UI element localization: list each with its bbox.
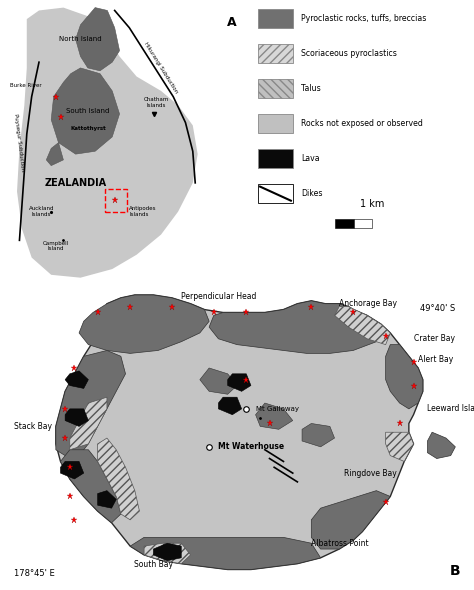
Polygon shape: [428, 432, 456, 458]
Polygon shape: [335, 307, 390, 345]
Text: 178°45' E: 178°45' E: [14, 569, 55, 578]
Text: South Bay: South Bay: [134, 560, 173, 569]
Text: Albatross Point: Albatross Point: [311, 539, 369, 548]
Polygon shape: [311, 491, 390, 549]
Polygon shape: [70, 397, 107, 450]
Text: Antipodes
Islands: Antipodes Islands: [129, 206, 157, 217]
Text: North Island: North Island: [59, 36, 102, 42]
Text: Alert Bay: Alert Bay: [418, 355, 454, 363]
Polygon shape: [61, 450, 121, 523]
Text: Campbell
Island: Campbell Island: [43, 241, 69, 251]
Polygon shape: [154, 543, 181, 560]
Bar: [258, 184, 293, 203]
Text: Mt Galloway: Mt Galloway: [255, 406, 299, 412]
Polygon shape: [56, 350, 126, 455]
Bar: [105, 189, 127, 212]
Text: Puysegur Subduction: Puysegur Subduction: [13, 113, 26, 172]
Text: 1 km: 1 km: [360, 199, 384, 208]
Polygon shape: [61, 461, 84, 479]
Polygon shape: [98, 491, 116, 508]
Text: South Island: South Island: [66, 108, 109, 114]
Polygon shape: [56, 295, 423, 569]
Text: Chatham
Islands: Chatham Islands: [144, 97, 169, 108]
Bar: [335, 219, 354, 228]
Text: Talus: Talus: [301, 84, 320, 93]
Polygon shape: [255, 403, 293, 430]
Text: 49°40' S: 49°40' S: [420, 304, 456, 313]
Text: A: A: [227, 16, 237, 30]
Text: Lava: Lava: [301, 154, 319, 163]
Text: Perpendicular Head: Perpendicular Head: [181, 292, 256, 301]
Text: Ringdove Bay: Ringdove Bay: [344, 468, 397, 478]
Polygon shape: [17, 8, 198, 278]
Text: Dikes: Dikes: [301, 189, 322, 198]
Polygon shape: [76, 8, 119, 71]
Polygon shape: [51, 68, 119, 154]
Text: Hikurangi Subduction: Hikurangi Subduction: [143, 41, 179, 94]
Polygon shape: [144, 543, 191, 563]
Text: Pyroclastic rocks, tuffs, breccias: Pyroclastic rocks, tuffs, breccias: [301, 14, 426, 23]
Polygon shape: [79, 295, 209, 353]
Bar: [258, 114, 293, 133]
Bar: [258, 79, 293, 98]
Text: Leeward Island: Leeward Island: [428, 404, 474, 414]
Bar: [258, 149, 293, 168]
Text: Mt Waterhouse: Mt Waterhouse: [219, 442, 284, 451]
Text: Scoriaceous pyroclastics: Scoriaceous pyroclastics: [301, 49, 397, 58]
Text: Auckland
Islands: Auckland Islands: [29, 206, 54, 217]
Text: Stack Bay: Stack Bay: [14, 422, 52, 431]
Polygon shape: [386, 345, 423, 409]
Bar: [258, 44, 293, 63]
Text: Burke River: Burke River: [9, 83, 41, 88]
Polygon shape: [219, 397, 242, 415]
Polygon shape: [302, 424, 335, 447]
Polygon shape: [65, 371, 88, 388]
Polygon shape: [65, 409, 88, 427]
Polygon shape: [46, 143, 64, 166]
Polygon shape: [228, 374, 251, 391]
Text: ZEALANDIA: ZEALANDIA: [45, 178, 107, 188]
Polygon shape: [130, 537, 320, 569]
Text: B: B: [449, 564, 460, 578]
Text: Kattothyrst: Kattothyrst: [71, 126, 107, 131]
Text: Crater Bay: Crater Bay: [413, 335, 455, 343]
Bar: [258, 9, 293, 28]
Polygon shape: [386, 432, 413, 461]
Polygon shape: [98, 438, 139, 520]
Text: Rocks not exposed or observed: Rocks not exposed or observed: [301, 119, 423, 128]
Polygon shape: [209, 301, 390, 353]
Polygon shape: [200, 368, 237, 394]
Bar: [354, 219, 373, 228]
Text: Anchorage Bay: Anchorage Bay: [339, 299, 397, 308]
